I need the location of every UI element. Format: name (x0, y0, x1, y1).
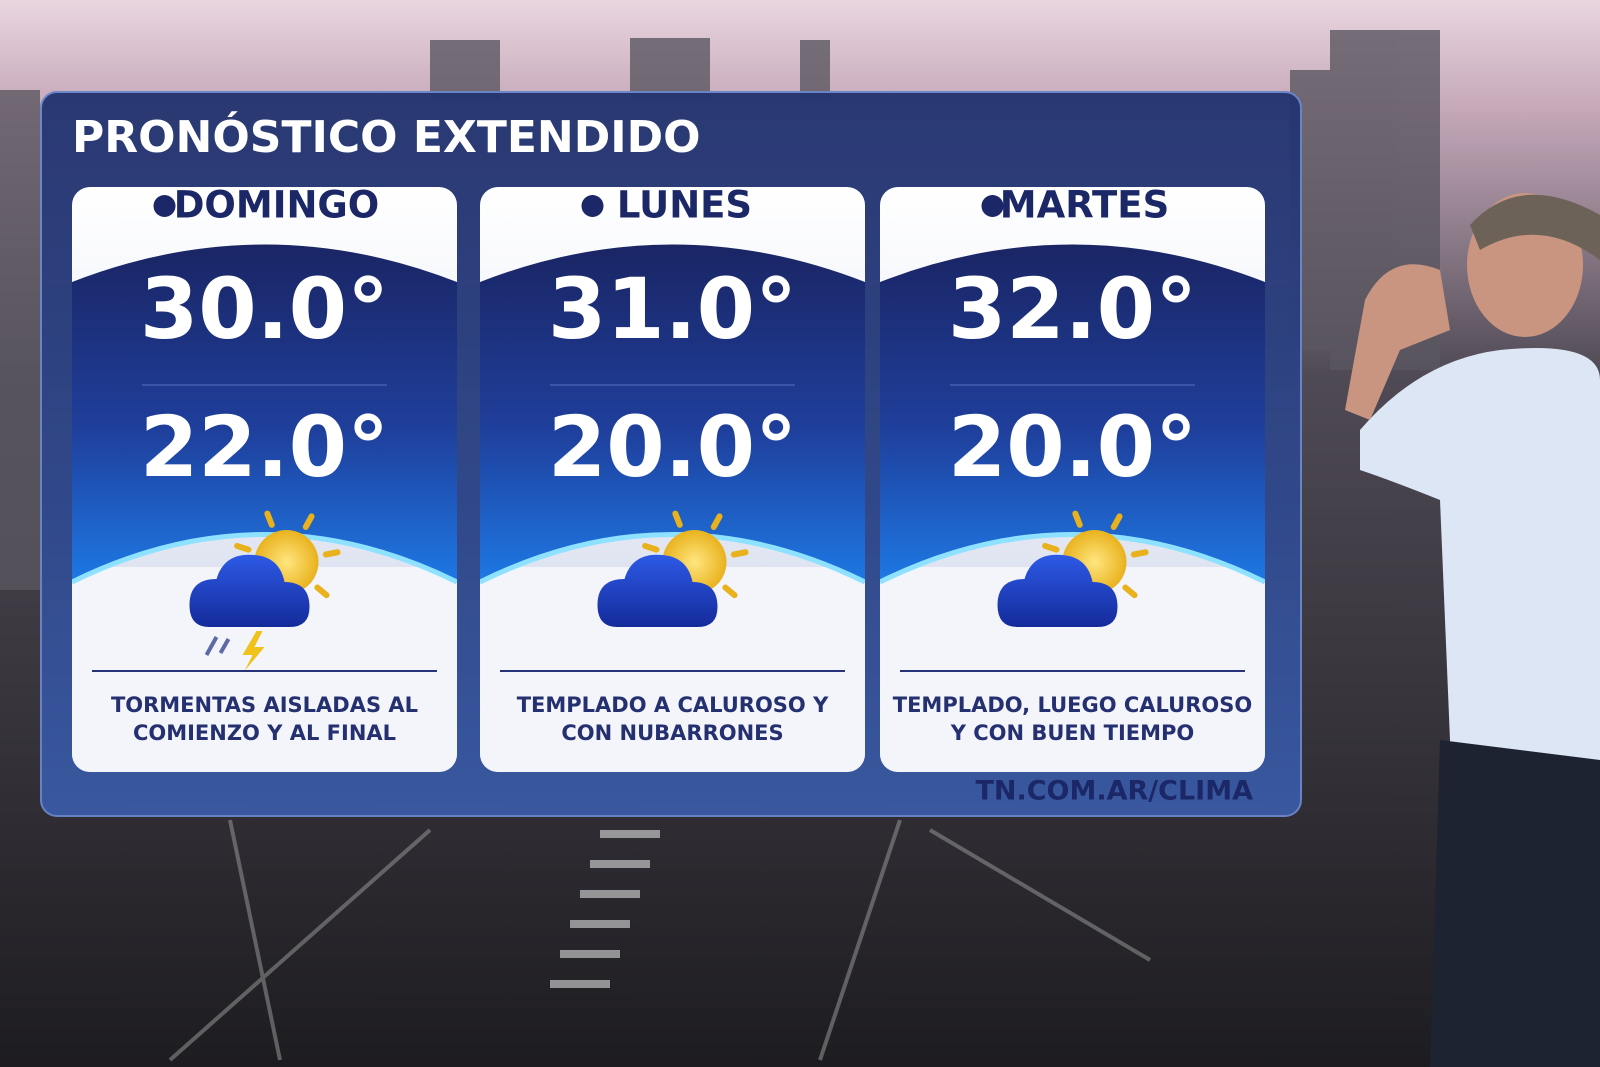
card-blue (480, 244, 865, 582)
sun-ray (730, 549, 749, 558)
sun-ray (1110, 513, 1123, 530)
cloud (997, 554, 1118, 627)
sun-ray (1072, 510, 1083, 528)
max-temp: 30.0° (140, 260, 389, 358)
sun-ray (710, 513, 723, 530)
sun-ray (1042, 542, 1060, 553)
street (168, 819, 1152, 1062)
max-temp: 31.0° (548, 260, 797, 358)
card-blue (72, 244, 457, 582)
presenter (1345, 193, 1600, 1067)
min-temp: 20.0° (948, 398, 1197, 496)
day-card: DOMINGO 30.0° 22.0° TORMENTAS AISLADAS AL CO… (72, 184, 457, 772)
glow-arc (480, 532, 865, 585)
min-temp: 22.0° (140, 398, 389, 496)
day-name: LUNES (617, 184, 752, 227)
sun-ray (672, 510, 683, 528)
weather-icon (189, 510, 341, 671)
sun-ray (1130, 549, 1149, 558)
crosswalk (550, 830, 660, 988)
sun-ray (722, 584, 738, 599)
check-icon (153, 195, 176, 217)
max-temp: 32.0° (948, 260, 1197, 358)
footer-url: TN.COM.AR/CLIMA (975, 776, 1253, 807)
bolt (242, 631, 265, 671)
description-line: TEMPLADO, LUEGO CALUROSO (893, 693, 1252, 717)
glow-arc (880, 532, 1265, 585)
sun-ray (264, 510, 275, 528)
check-icon (581, 195, 604, 217)
card-body (880, 187, 1265, 772)
cards: DOMINGO 30.0° 22.0° TORMENTAS AISLADAS AL CO… (72, 184, 1265, 772)
sun-ray (234, 542, 252, 553)
day-name: DOMINGO (174, 184, 380, 227)
weather-icon (597, 510, 749, 627)
day-card: MARTES 32.0° 20.0° TEMPLADO, LUEGO CALUROSO… (880, 184, 1265, 772)
sun-ray (322, 549, 341, 558)
description-line: TEMPLADO A CALUROSO Y (517, 693, 829, 717)
weather-icon (997, 510, 1149, 627)
sun-ray (642, 542, 660, 553)
day-name: MARTES (1000, 184, 1169, 227)
glow-arc (72, 532, 457, 585)
description-line: TORMENTAS AISLADAS AL (111, 693, 418, 717)
rain (204, 636, 219, 656)
description-line: COMIENZO Y AL FINAL (133, 721, 396, 745)
day-card: LUNES 31.0° 20.0° TEMPLADO A CALUROSO Y CON … (480, 184, 865, 772)
description-line: Y CON BUEN TIEMPO (950, 721, 1195, 745)
cloud (189, 554, 310, 627)
card-blue (880, 244, 1265, 582)
panel-title: PRONÓSTICO EXTENDIDO (72, 110, 701, 163)
sun-ray (1122, 584, 1138, 599)
check-icon (981, 195, 1004, 217)
rain (218, 638, 231, 654)
cloud (597, 554, 718, 627)
min-temp: 20.0° (548, 398, 797, 496)
description-line: CON NUBARRONES (561, 721, 783, 745)
sun-ray (302, 513, 315, 530)
sun-ray (314, 584, 330, 599)
